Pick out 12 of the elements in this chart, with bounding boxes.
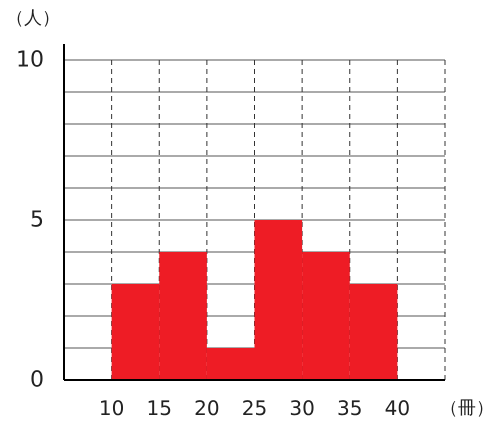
x-tick-label: 25: [242, 396, 268, 420]
x-tick-label: 10: [98, 396, 124, 420]
x-tick-label: 15: [146, 396, 172, 420]
x-tick-label: 35: [337, 396, 362, 420]
x-axis-title: （冊）: [440, 398, 494, 418]
x-tick-label: 40: [384, 396, 410, 420]
y-tick-label: 10: [16, 48, 44, 72]
x-tick-label: 20: [194, 396, 220, 420]
y-tick-label: 0: [30, 368, 44, 392]
y-tick-label: 5: [30, 208, 44, 232]
x-tick-label: 30: [289, 396, 315, 420]
y-axis-title: （人）: [6, 8, 60, 28]
